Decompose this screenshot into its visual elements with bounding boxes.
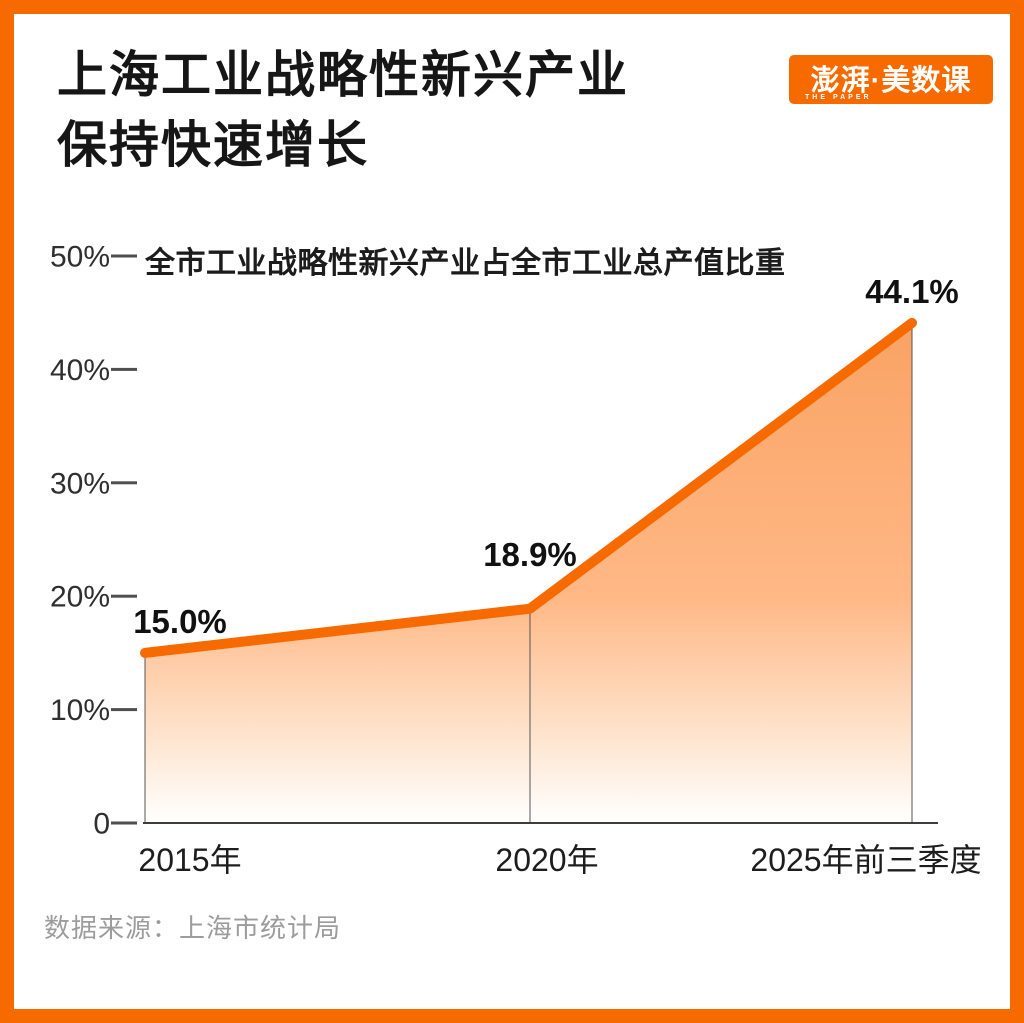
page-title: 上海工业战略性新兴产业 保持快速增长	[57, 40, 629, 180]
data-point-label: 44.1%	[865, 273, 959, 310]
y-tick-dash	[111, 821, 137, 825]
y-tick-dash	[111, 708, 137, 712]
y-tick-dash	[111, 254, 137, 258]
y-tick-label: 20%	[50, 581, 110, 614]
y-tick-dash	[111, 481, 137, 485]
data-point-label: 18.9%	[483, 536, 577, 573]
data-source: 数据来源：上海市统计局	[44, 913, 342, 943]
y-tick-label: 50%	[50, 241, 110, 274]
x-axis-label: 2025年前三季度	[750, 842, 981, 878]
x-axis-label: 2020年	[495, 842, 598, 878]
page-title-line1: 上海工业战略性新兴产业	[57, 47, 629, 103]
y-tick-label: 0	[93, 808, 110, 841]
trend-line	[140, 317, 917, 658]
thepaper-logo: 澎湃·美数课 THE PAPER	[789, 55, 993, 104]
data-point-label: 15.0%	[133, 603, 227, 640]
logo-subtext: THE PAPER	[805, 94, 872, 101]
logo-text: 澎湃·美数课	[810, 64, 972, 97]
y-tick-label: 10%	[50, 694, 110, 727]
chart-subtitle: 全市工业战略性新兴产业占全市工业总产值比重	[145, 247, 786, 280]
x-axis-label: 2015年	[138, 842, 241, 878]
y-tick-label: 30%	[50, 467, 110, 500]
y-tick-dash	[111, 367, 137, 371]
area-fill	[145, 322, 912, 823]
y-tick-label: 40%	[50, 354, 110, 387]
y-tick-dash	[111, 594, 137, 598]
page-title-line2: 保持快速增长	[57, 117, 369, 173]
